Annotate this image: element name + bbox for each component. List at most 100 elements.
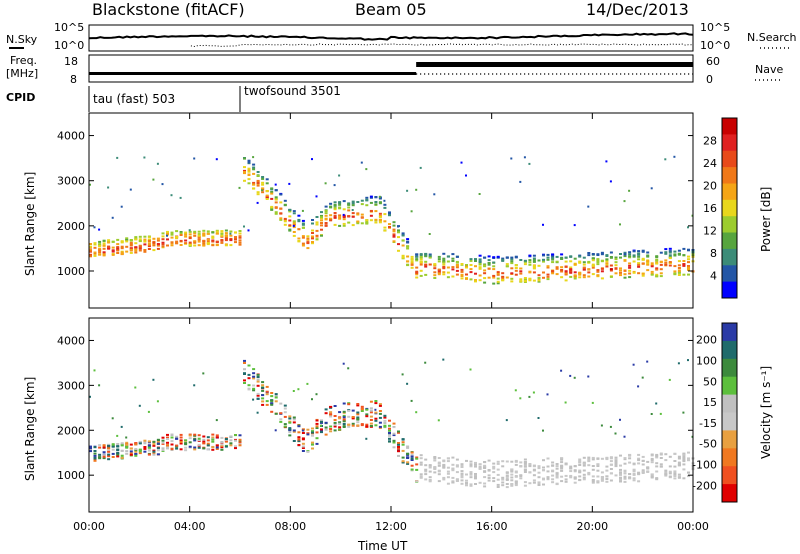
scatter-cell — [523, 462, 527, 465]
x-tick-label: 08:00 — [274, 520, 306, 533]
scatter-cell — [238, 241, 242, 244]
scatter-cell — [487, 262, 491, 264]
scatter-cell — [288, 219, 292, 222]
scatter-cell — [664, 259, 668, 262]
scatter-cell — [546, 265, 550, 268]
scatter-cell — [152, 450, 156, 453]
scatter-cell — [224, 239, 228, 242]
scatter-cell — [311, 443, 314, 446]
scatter-cell — [582, 462, 586, 465]
scatter-cell — [179, 231, 183, 233]
scatter-cell — [360, 199, 364, 202]
colorbar-swatch — [722, 183, 737, 201]
scatter-cell — [514, 480, 518, 483]
scatter-cell — [193, 240, 197, 243]
scatter-cell — [338, 224, 342, 227]
scatter-cell — [401, 234, 405, 237]
scatter-cell — [619, 269, 622, 272]
scatter-cell — [143, 249, 147, 251]
scatter-cell — [646, 460, 650, 463]
scatter-cell — [573, 481, 577, 484]
scatter-cell — [664, 469, 668, 472]
scatter-cell — [243, 379, 246, 382]
scatter-cell — [492, 462, 496, 465]
scatter-cell — [125, 452, 129, 455]
scatter-cell — [184, 239, 188, 242]
scatter-cell — [474, 477, 477, 480]
colorbar-swatch — [722, 248, 737, 266]
scatter-cell — [184, 231, 188, 234]
scatter-cell — [614, 258, 618, 261]
scatter-cell — [614, 459, 618, 462]
scatter-cell — [668, 470, 672, 473]
scatter-cell — [193, 439, 197, 442]
scatter-cell — [505, 486, 509, 489]
scatter-cell — [437, 268, 441, 271]
scatter-cell — [514, 482, 518, 485]
scatter-cell — [311, 447, 314, 450]
scatter-cell — [292, 231, 296, 233]
scatter-cell — [492, 274, 496, 277]
scatter-cell — [582, 268, 586, 271]
scatter-cell — [378, 201, 382, 204]
scatter-cell — [578, 475, 582, 478]
scatter-cell — [279, 212, 283, 215]
scatter-cell — [605, 480, 609, 483]
scatter-cell — [451, 268, 455, 271]
scatter-cell — [505, 276, 509, 279]
scatter-cell — [365, 425, 369, 428]
scatter-cell — [410, 464, 414, 467]
scatter-cell — [351, 204, 355, 207]
scatter-cell — [347, 209, 351, 212]
scatter-cell — [632, 472, 636, 475]
scatter-cell — [687, 249, 690, 252]
scatter-cell — [292, 226, 296, 229]
scatter-cell — [519, 397, 522, 400]
scatter-cell — [501, 272, 505, 275]
scatter-cell — [301, 236, 305, 239]
scatter-cell — [161, 232, 165, 235]
scatter-cell — [129, 188, 132, 191]
scatter-cell — [555, 474, 559, 477]
scatter-cell — [542, 254, 545, 257]
scatter-cell — [315, 223, 319, 226]
scatter-cell — [166, 438, 169, 440]
scatter-cell — [469, 368, 472, 371]
scatter-cell — [460, 277, 464, 280]
scatter-cell — [166, 444, 169, 447]
scatter-cell — [560, 457, 564, 460]
scatter-cell — [175, 236, 179, 239]
scatter-cell — [478, 263, 482, 266]
colorbar-swatch — [722, 232, 737, 250]
scatter-cell — [532, 259, 536, 262]
scatter-cell — [383, 414, 387, 417]
scatter-cell — [501, 258, 505, 261]
scatter-cell — [650, 457, 654, 460]
scatter-cell — [360, 405, 364, 408]
scatter-cell — [197, 234, 201, 237]
scatter-cell — [614, 461, 618, 464]
scatter-cell — [129, 243, 133, 246]
scatter-cell — [329, 415, 333, 418]
power-scatter — [89, 155, 695, 285]
scatter-cell — [292, 223, 296, 226]
scatter-cell — [528, 395, 531, 398]
scatter-cell — [125, 436, 128, 439]
scatter-cell — [211, 244, 215, 247]
scatter-cell — [682, 264, 686, 267]
scatter-cell — [646, 255, 650, 258]
scatter-cell — [129, 239, 133, 242]
scatter-cell — [428, 480, 432, 483]
scatter-cell — [378, 221, 382, 224]
scatter-cell — [247, 364, 251, 367]
scatter-cell — [175, 240, 179, 243]
scatter-cell — [388, 226, 391, 228]
scatter-cell — [632, 254, 636, 257]
scatter-cell — [542, 258, 545, 261]
scatter-cell — [333, 405, 337, 407]
scatter-cell — [338, 411, 342, 414]
scatter-cell — [551, 461, 555, 464]
scatter-cell — [188, 441, 192, 444]
scatter-cell — [560, 461, 564, 464]
